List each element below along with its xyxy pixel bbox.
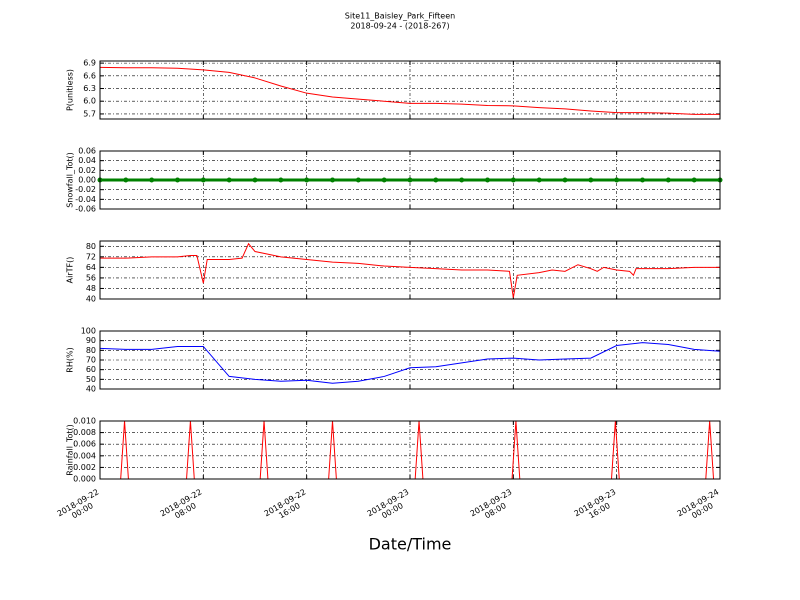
y-tick-label: 90 [86,336,96,345]
data-point [330,177,335,183]
data-point [665,177,671,183]
data-point [640,177,645,183]
plot-frame [99,150,721,210]
data-point [278,177,284,183]
data-point [510,177,516,183]
y-tick-label: 48 [86,284,96,293]
y-axis-label: RH(%) [66,347,75,372]
y-tick-label: 0.04 [78,156,96,165]
data-point [562,177,568,183]
y-tick-label: -0.02 [75,185,96,194]
data-point [381,177,387,183]
y-tick-label: 6.9 [83,59,96,68]
chart-subtitle: 2018-09-24 - (2018-267) [350,22,449,31]
data-line [100,242,720,298]
chart-title: Site11_Baisley_Park_Fifteen [345,12,455,21]
data-point [252,177,258,183]
y-tick-label: 56 [86,273,96,282]
data-line [100,66,720,115]
y-tick-label: 0.008 [73,428,96,437]
data-point [588,177,594,183]
plot-frame [99,240,721,300]
data-point [226,177,232,183]
plot-frame [99,60,721,120]
y-tick-label: 80 [86,242,96,251]
y-tick-label: 6.0 [83,97,96,106]
data-point [407,177,413,183]
data-point [614,177,620,183]
y-tick-label: -0.06 [75,205,96,214]
plot-frame [99,420,721,480]
data-line [100,421,720,479]
data-point [123,177,129,183]
y-tick-label: 80 [86,346,96,355]
data-point [304,177,310,183]
y-tick-label: 0.06 [78,147,96,156]
data-line [100,342,720,384]
data-point [355,177,361,183]
y-tick-label: 0.002 [73,463,96,472]
y-tick-label: 6.6 [83,71,96,80]
data-point [459,177,465,183]
y-tick-label: 72 [86,252,96,261]
y-tick-label: 0.00 [78,176,96,185]
y-axis-label: Snowfall_Tot() [66,152,75,208]
y-tick-label: 100 [81,327,96,336]
data-point [149,177,155,183]
y-axis-label: Rainfall_Tot() [66,424,75,476]
y-tick-label: -0.04 [75,195,96,204]
y-tick-label: 40 [86,385,96,394]
y-tick-label: 0.010 [73,417,96,426]
y-tick-label: 60 [86,365,96,374]
y-tick-label: 70 [86,356,96,365]
data-point [691,177,697,183]
y-tick-label: 40 [86,295,96,304]
y-axis-label: P(unitless) [66,69,75,111]
data-point [200,177,206,183]
data-point [175,177,180,183]
data-point [536,177,542,183]
data-point [433,177,439,183]
data-point [485,177,490,183]
y-tick-label: 0.000 [73,475,96,484]
plot-frame [99,330,721,390]
y-tick-label: 50 [86,375,96,384]
y-tick-label: 5.7 [83,109,96,118]
x-axis-label: Date/Time [369,535,452,554]
y-tick-label: 0.004 [73,451,96,460]
y-tick-label: 0.02 [78,166,96,175]
y-axis-label: AirTF() [66,257,75,284]
y-tick-label: 0.006 [73,440,96,449]
y-tick-label: 6.3 [83,84,96,93]
y-tick-label: 64 [86,263,96,272]
